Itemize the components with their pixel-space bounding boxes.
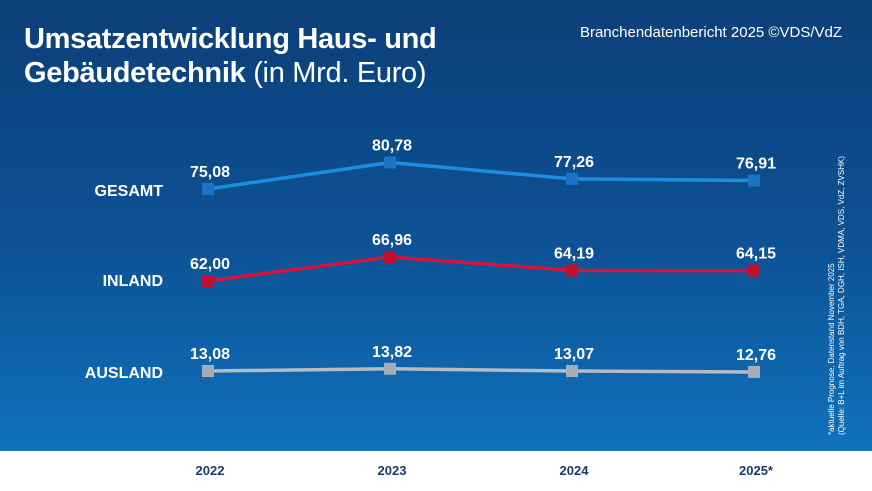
data-label-ausland: 13,08 [190, 346, 230, 363]
data-point-inland [566, 264, 578, 277]
x-tick-label: 2025* [739, 463, 774, 478]
data-point-inland [384, 250, 396, 263]
data-point-gesamt [748, 174, 760, 187]
data-label-ausland: 13,82 [372, 344, 412, 361]
data-point-inland [748, 264, 760, 277]
series-line-ausland [207, 367, 755, 374]
series-line-inland [207, 255, 755, 283]
series-label-inland: INLAND [103, 273, 163, 290]
data-label-inland: 66,96 [372, 232, 412, 249]
title-line-2: Gebäudetechnik (in Mrd. Euro) [24, 56, 436, 90]
data-point-gesamt [566, 172, 578, 185]
data-label-gesamt: 75,08 [190, 164, 230, 181]
source-credit: Branchendatenbericht 2025 ©VDS/VdZ [579, 24, 842, 41]
series-label-gesamt: GESAMT [95, 183, 164, 200]
data-label-gesamt: 76,91 [736, 155, 776, 172]
title-line-1: Umsatzentwicklung Haus- und [24, 23, 437, 55]
x-tick-label: 2023 [378, 463, 407, 478]
series-line-gesamt [207, 160, 755, 191]
chart-title: Umsatzentwicklung Haus- und Gebäudetechn… [24, 22, 437, 90]
data-point-inland [202, 275, 214, 287]
data-point-ausland [384, 362, 396, 375]
series-label-ausland: AUSLAND [85, 365, 163, 382]
data-label-inland: 62,00 [190, 256, 230, 273]
data-label-inland: 64,19 [554, 245, 594, 262]
data-label-gesamt: 77,26 [554, 154, 594, 171]
data-label-gesamt: 80,78 [372, 137, 412, 154]
data-point-gesamt [384, 156, 396, 169]
x-tick-label: 2022 [196, 463, 225, 478]
data-label-inland: 64,15 [736, 246, 776, 263]
data-label-ausland: 13,07 [554, 346, 594, 363]
data-point-ausland [202, 365, 214, 377]
data-label-ausland: 12,76 [736, 347, 776, 364]
data-point-ausland [566, 365, 578, 378]
data-point-ausland [748, 365, 760, 378]
x-tick-label: 2024 [560, 463, 590, 478]
data-point-gesamt [202, 183, 214, 195]
chart-background: Umsatzentwicklung Haus- und Gebäudetechn… [0, 0, 872, 451]
title-unit: (in Mrd. Euro) [253, 57, 427, 89]
title-main: Gebäudetechnik [24, 57, 246, 89]
